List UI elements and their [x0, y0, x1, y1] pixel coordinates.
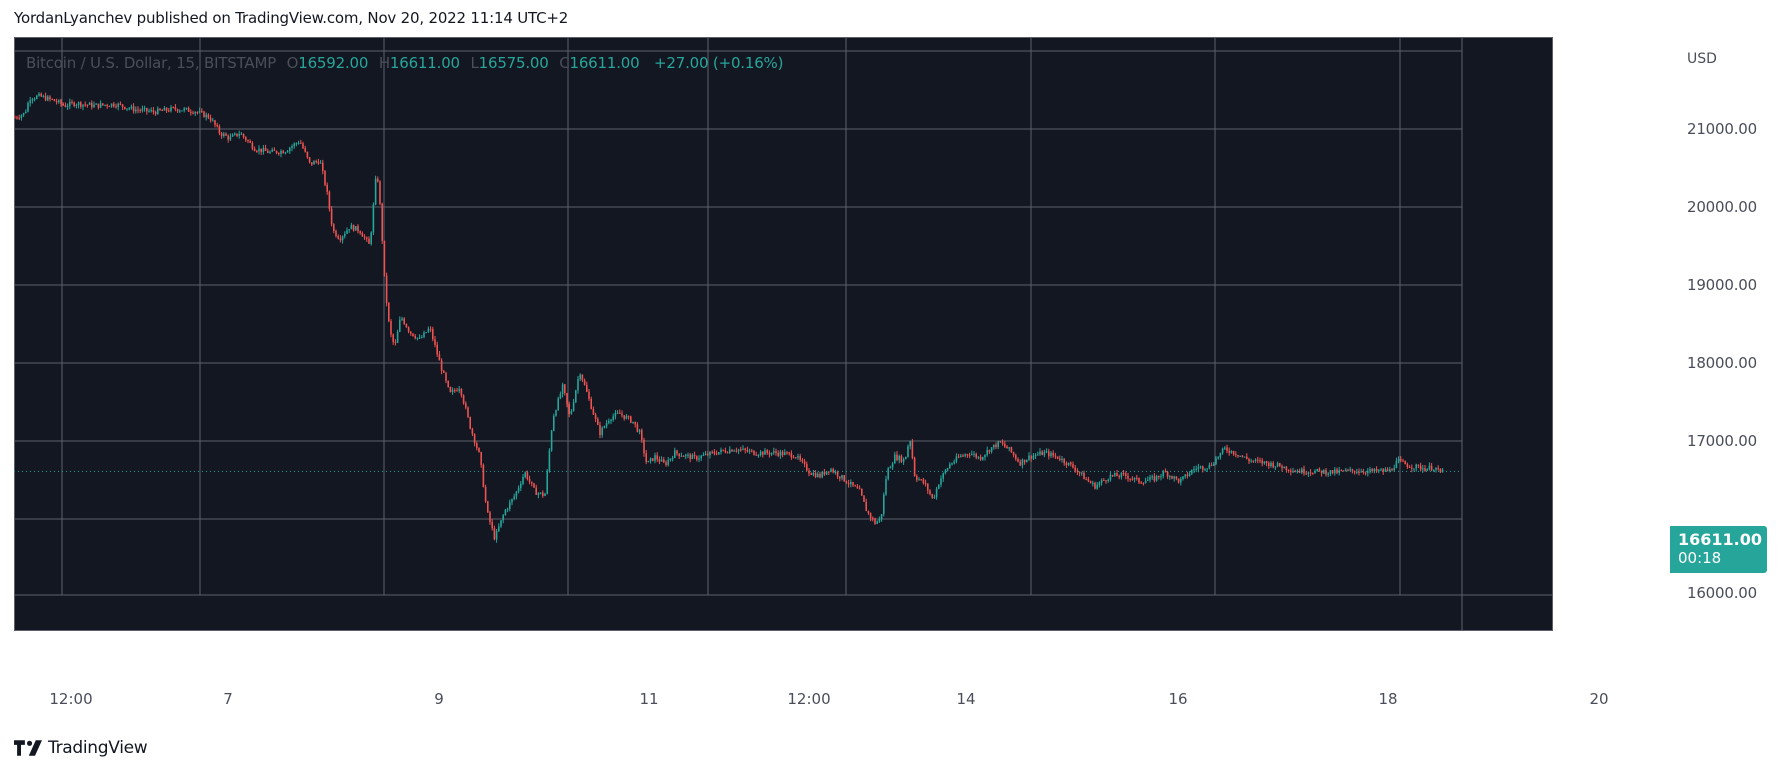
- price-tick: 17000.00: [1687, 432, 1757, 450]
- brand-name: TradingView: [48, 738, 148, 758]
- high-value: 16611.00: [389, 54, 460, 72]
- close-label: C: [559, 54, 570, 72]
- price-tick: 19000.00: [1687, 276, 1757, 294]
- close-value: 16611.00: [569, 54, 640, 72]
- currency-label: USD: [1687, 51, 1717, 67]
- time-tick: 16: [1168, 690, 1188, 708]
- bar-countdown: 00:18: [1678, 549, 1722, 567]
- price-tick: 18000.00: [1687, 354, 1757, 372]
- time-tick: 11: [639, 690, 659, 708]
- time-tick: 18: [1378, 690, 1398, 708]
- price-tick: 16000.00: [1687, 584, 1757, 602]
- chart-pane[interactable]: [14, 37, 1553, 631]
- symbol-name[interactable]: Bitcoin / U.S. Dollar, 15, BITSTAMP: [26, 54, 277, 72]
- time-tick: 12:00: [49, 690, 93, 708]
- open-label: O: [286, 54, 299, 72]
- tradingview-logo-icon: [14, 740, 42, 756]
- time-tick: 9: [434, 690, 444, 708]
- time-tick: 20: [1589, 690, 1609, 708]
- current-price: 16611.00: [1678, 530, 1763, 549]
- price-tick: 20000.00: [1687, 198, 1757, 216]
- symbol-legend: Bitcoin / U.S. Dollar, 15, BITSTAMP O165…: [26, 54, 783, 72]
- current-price-badge: 16611.00 00:18: [1670, 526, 1767, 573]
- tradingview-brand[interactable]: TradingView: [14, 738, 148, 758]
- publisher-header: YordanLyanchev published on TradingView.…: [14, 9, 569, 27]
- change-value: +27.00 (+0.16%): [654, 54, 784, 72]
- time-tick: 14: [956, 690, 976, 708]
- low-label: L: [470, 54, 479, 72]
- high-label: H: [378, 54, 390, 72]
- low-value: 16575.00: [478, 54, 549, 72]
- candlestick-chart[interactable]: [14, 37, 1553, 631]
- time-tick: 7: [223, 690, 233, 708]
- time-tick: 12:00: [787, 690, 831, 708]
- open-value: 16592.00: [298, 54, 369, 72]
- price-tick: 21000.00: [1687, 120, 1757, 138]
